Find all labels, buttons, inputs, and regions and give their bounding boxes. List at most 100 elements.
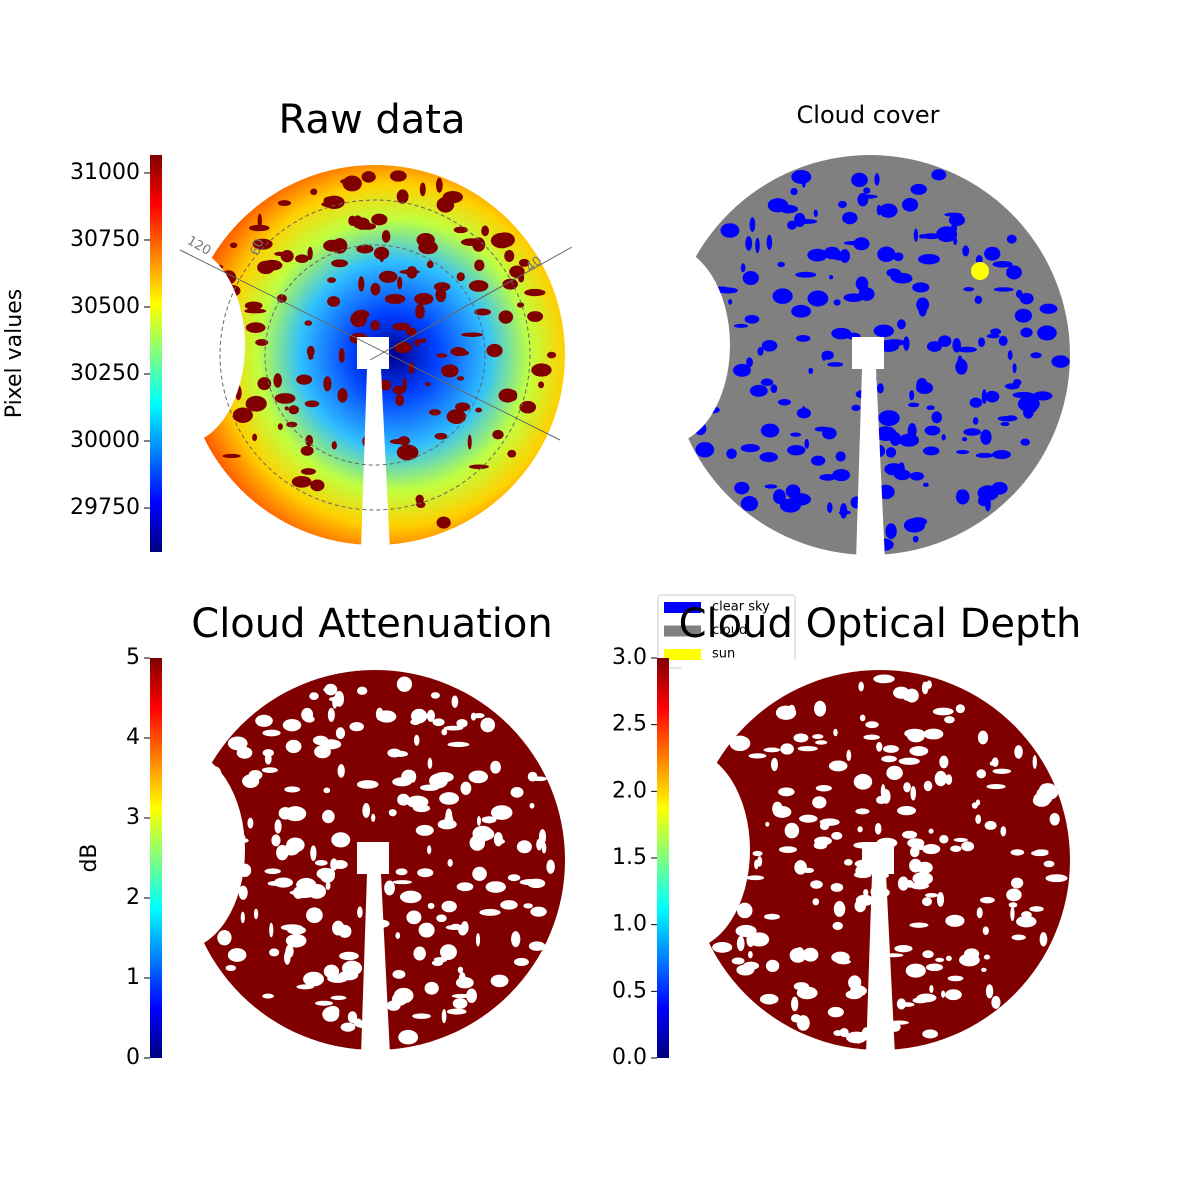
sky-blob	[419, 182, 426, 197]
sky-blob	[831, 327, 852, 340]
sky-blob	[283, 950, 291, 965]
sky-blob	[1004, 383, 1020, 390]
sky-blob	[312, 735, 329, 746]
sky-blob	[963, 428, 982, 436]
colorbar-tick-label: 3	[126, 805, 140, 830]
sky-blob	[267, 880, 284, 886]
sky-blob	[405, 327, 417, 336]
sky-blob	[873, 674, 895, 684]
colorbar-tick-label: 30750	[70, 227, 140, 252]
sky-blob	[907, 838, 925, 848]
sky-blob	[903, 782, 911, 793]
sky-blob	[853, 773, 873, 790]
colorbar	[150, 658, 162, 1058]
sky-blob	[839, 249, 850, 263]
sky-blob	[807, 248, 828, 262]
sky-blob	[821, 351, 827, 361]
sky-blob	[901, 197, 919, 212]
sky-blob	[851, 404, 861, 412]
sky-blob	[262, 749, 274, 757]
sky-blob	[744, 314, 760, 324]
sky-blob	[439, 792, 460, 805]
sky-blob	[451, 993, 471, 999]
sky-blob	[323, 196, 333, 204]
sky-blob	[468, 770, 489, 784]
legend-swatch	[664, 649, 701, 660]
sky-blob	[327, 707, 335, 722]
colorbar-tick-label: 0.0	[612, 1045, 647, 1070]
sky-blob	[467, 434, 472, 450]
sky-blob	[984, 820, 997, 830]
sky-blob	[773, 806, 792, 818]
colorbar-tick-label: 30500	[70, 294, 140, 319]
sky-blob	[1010, 877, 1024, 889]
mask	[866, 874, 895, 1055]
sky-blob	[441, 364, 459, 378]
sky-blob	[327, 974, 348, 983]
sky-blob	[746, 932, 755, 947]
sky-blob	[910, 785, 917, 801]
sky-blob	[1032, 794, 1051, 807]
sky-blob	[903, 336, 910, 351]
sky-blob	[435, 177, 443, 193]
sky-blob	[1039, 783, 1057, 796]
sky-blob	[416, 232, 435, 247]
sky-blob	[303, 971, 325, 987]
sky-blob	[1000, 421, 1010, 427]
sky-blob	[527, 311, 544, 322]
sky-blob	[759, 452, 778, 463]
colorbar	[150, 155, 162, 552]
sky-blob	[303, 715, 315, 723]
sky-blob	[990, 328, 1002, 335]
sky-blob	[997, 415, 1018, 422]
sky-blob	[477, 828, 495, 841]
sky-blob	[795, 271, 817, 278]
sky-blob	[955, 704, 965, 714]
sky-blob	[961, 437, 968, 442]
sky-blob	[1014, 745, 1023, 759]
sky-blob	[391, 992, 408, 1006]
sky-blob	[427, 902, 435, 909]
sky-blob	[922, 446, 940, 456]
sky-blob	[835, 451, 846, 462]
sky-blob	[1016, 915, 1037, 928]
sky-blob	[378, 379, 392, 391]
sky-blob	[777, 261, 785, 268]
sky-blob	[733, 323, 749, 328]
sky-blob	[980, 429, 992, 445]
sky-blob	[827, 1006, 844, 1018]
sky-blob	[885, 447, 897, 458]
sky-blob	[253, 908, 259, 920]
sky-blob	[863, 734, 880, 740]
sky-blob	[1049, 812, 1060, 826]
sky-blob	[510, 786, 524, 798]
sky-blob	[304, 320, 313, 326]
sky-blob	[456, 882, 474, 892]
sky-blob	[909, 471, 925, 481]
sky-blob	[269, 948, 280, 957]
sky-blob	[262, 729, 281, 737]
sky-blob	[812, 898, 820, 906]
sky-blob	[909, 517, 928, 527]
sky-blob	[917, 861, 933, 874]
sky-blob	[883, 745, 900, 753]
sky-blob	[277, 200, 292, 207]
sky-blob	[269, 922, 274, 938]
sky-blob	[399, 269, 420, 275]
sky-blob	[397, 276, 403, 290]
sky-blob	[912, 871, 933, 886]
sky-blob	[460, 781, 472, 795]
sky-blob	[451, 695, 459, 708]
sky-blob	[728, 299, 733, 305]
sky-blob	[392, 322, 411, 331]
sky-blob	[785, 484, 801, 499]
sky-blob	[992, 450, 1011, 460]
sky-blob	[530, 906, 547, 917]
sky-blob	[941, 990, 946, 998]
sky-blob	[296, 374, 313, 385]
sky-blob	[466, 988, 477, 1003]
sky-blob	[900, 1002, 915, 1007]
sky-blob	[736, 936, 745, 952]
sky-blob	[963, 286, 975, 292]
sky-blob	[1020, 327, 1033, 338]
